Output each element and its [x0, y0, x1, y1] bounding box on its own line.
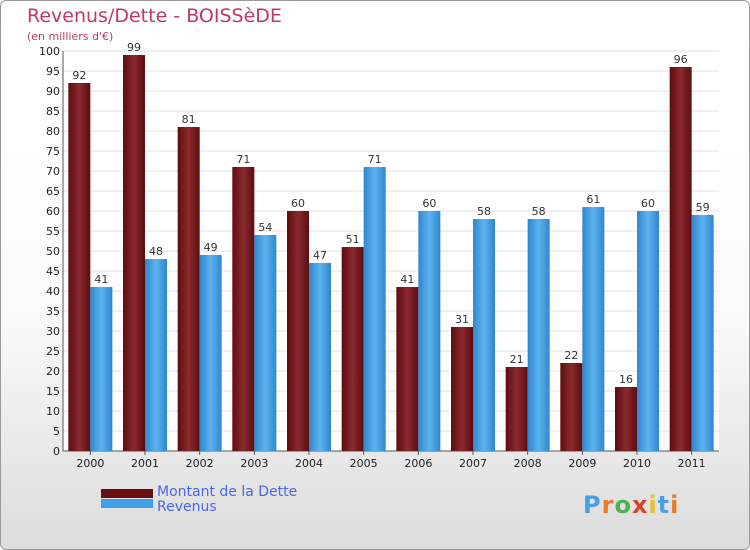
logo-letter: x [631, 491, 649, 519]
y-tick-label: 0 [53, 445, 60, 458]
bar-dette [232, 167, 255, 451]
bar-dette [615, 387, 637, 451]
chart-title: Revenus/Dette - BOISSèDE [27, 5, 282, 27]
data-label: 58 [532, 205, 546, 218]
data-label: 16 [619, 373, 633, 386]
bar-dette [177, 127, 200, 451]
x-tick-label: 2005 [350, 457, 378, 470]
bar-revenus [199, 255, 222, 451]
data-label: 51 [346, 233, 360, 246]
y-tick-label: 65 [46, 185, 60, 198]
x-tick-label: 2000 [76, 457, 104, 470]
chart-subtitle: (en milliers d'€) [27, 30, 114, 43]
x-tick-label: 2007 [459, 457, 487, 470]
data-label: 41 [400, 273, 414, 286]
data-label: 22 [564, 349, 578, 362]
data-label: 92 [72, 69, 86, 82]
logo-letter: P [583, 491, 602, 519]
bar-revenus [473, 219, 495, 451]
data-label: 47 [313, 249, 327, 262]
y-tick-label: 10 [46, 405, 60, 418]
bar-revenus [363, 167, 386, 451]
y-tick-label: 25 [46, 345, 60, 358]
x-tick-label: 2006 [404, 457, 432, 470]
data-label: 71 [236, 153, 250, 166]
bar-revenus [582, 207, 605, 451]
x-tick-label: 2004 [295, 457, 323, 470]
bar-revenus [90, 287, 113, 451]
x-tick-label: 2010 [623, 457, 651, 470]
bar-dette [68, 83, 91, 451]
data-label: 58 [477, 205, 491, 218]
bar-revenus [527, 219, 550, 451]
bar-dette [560, 363, 583, 451]
y-tick-label: 70 [46, 165, 60, 178]
bar-dette [341, 247, 364, 451]
y-tick-label: 20 [46, 365, 60, 378]
data-label: 99 [127, 41, 141, 54]
y-tick-label: 55 [46, 225, 60, 238]
legend-swatch-dette [101, 489, 153, 498]
legend-label-dette: Montant de la Dette [157, 484, 298, 500]
bar-dette [505, 367, 528, 451]
y-tick-label: 95 [46, 65, 60, 78]
bar-dette [669, 67, 692, 451]
data-label: 21 [510, 353, 524, 366]
logo-letter: i [648, 491, 658, 519]
data-label: 61 [586, 193, 600, 206]
data-label: 48 [149, 245, 163, 258]
bar-dette [123, 55, 145, 451]
x-tick-label: 2003 [240, 457, 268, 470]
legend-label-revenus: Revenus [157, 499, 217, 515]
bar-revenus [145, 259, 167, 451]
bar-dette [451, 327, 473, 451]
data-label: 60 [422, 197, 436, 210]
logo-letter: o [614, 491, 632, 519]
y-tick-label: 35 [46, 305, 60, 318]
x-tick-label: 2011 [678, 457, 706, 470]
x-tick-label: 2008 [514, 457, 542, 470]
bar-dette [396, 287, 419, 451]
data-label: 54 [258, 221, 272, 234]
y-tick-label: 45 [46, 265, 60, 278]
logo-letter: i [670, 491, 680, 519]
bar-dette [287, 211, 309, 451]
data-label: 60 [641, 197, 655, 210]
bar-revenus [418, 211, 441, 451]
data-label: 96 [674, 53, 688, 66]
logo-letter: t [657, 491, 671, 519]
y-tick-label: 30 [46, 325, 60, 338]
y-tick-label: 5 [53, 425, 60, 438]
y-tick-label: 80 [46, 125, 60, 138]
data-label: 41 [94, 273, 108, 286]
y-tick-label: 90 [46, 85, 60, 98]
bar-revenus [254, 235, 277, 451]
bar-revenus [309, 263, 331, 451]
bar-revenus [691, 215, 714, 451]
y-tick-label: 85 [46, 105, 60, 118]
legend-swatch-revenus [101, 499, 153, 508]
data-label: 59 [696, 201, 710, 214]
data-label: 31 [455, 313, 469, 326]
logo-letter: r [601, 491, 615, 519]
data-label: 60 [291, 197, 305, 210]
y-tick-label: 40 [46, 285, 60, 298]
data-label: 49 [204, 241, 218, 254]
y-tick-label: 100 [39, 45, 60, 58]
x-tick-label: 2009 [568, 457, 596, 470]
data-label: 71 [368, 153, 382, 166]
x-tick-label: 2001 [131, 457, 159, 470]
bar-revenus [637, 211, 659, 451]
x-tick-label: 2002 [186, 457, 214, 470]
y-tick-label: 15 [46, 385, 60, 398]
y-tick-label: 50 [46, 245, 60, 258]
data-label: 81 [182, 113, 196, 126]
proxiti-logo: Proxiti [583, 491, 679, 519]
y-tick-label: 60 [46, 205, 60, 218]
y-tick-label: 75 [46, 145, 60, 158]
